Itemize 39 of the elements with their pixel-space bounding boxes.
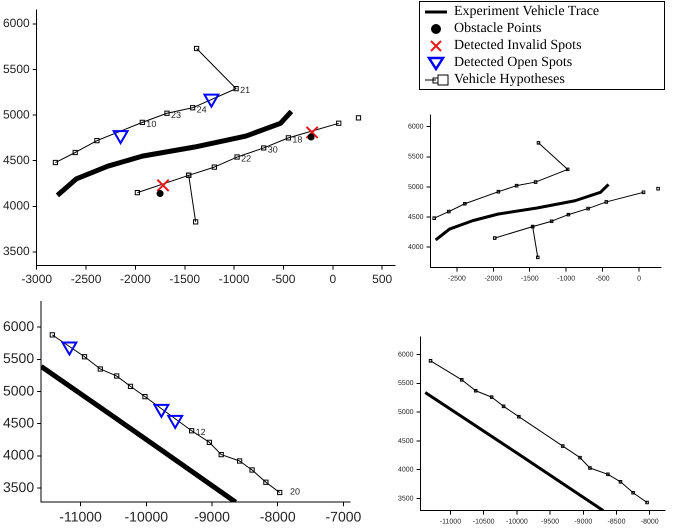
x-tick-label: -3000 (21, 272, 52, 286)
legend-label: Detected Open Spots (454, 54, 572, 71)
x-tick-label: 500 (372, 272, 392, 286)
x-tick-label: -11000 (59, 508, 102, 524)
x-tick-label: -9000 (194, 508, 230, 524)
x-tick-label: -2500 (70, 272, 102, 286)
legend-label: Obstacle Points (454, 20, 542, 37)
annotation: 30 (268, 144, 278, 154)
x-tick-label: -500 (271, 272, 296, 286)
annotation: 24 (196, 104, 207, 114)
y-tick-label: 4500 (2, 414, 34, 431)
y-tick-label: 5000 (2, 107, 30, 122)
annotation: 20 (290, 486, 300, 497)
annotation: 18 (292, 134, 302, 144)
legend-label: Experiment Vehicle Trace (454, 3, 600, 20)
y-tick-label: 3500 (2, 478, 34, 495)
x-tick-label: -1000 (218, 272, 250, 286)
legend-label: Detected Invalid Spots (454, 37, 582, 54)
y-tick-label: 5500 (2, 350, 34, 366)
y-tick-label: 6000 (2, 16, 30, 30)
annotation: 12 (196, 427, 206, 438)
y-tick-label: 4000 (2, 198, 30, 213)
y-tick-label: 6000 (2, 318, 34, 334)
x-tick-label: -2000 (120, 272, 152, 286)
legend-label: Vehicle Hypotheses (454, 71, 565, 88)
x-tick-label: -1500 (169, 272, 200, 286)
annotation: 22 (241, 154, 252, 164)
x-tick-label: -8000 (260, 508, 296, 524)
x-tick-label: -7000 (326, 508, 362, 524)
y-tick-label: 4500 (2, 153, 30, 168)
y-tick-label: 3500 (2, 244, 30, 258)
x-tick-label: -10000 (124, 508, 168, 524)
annotation: 21 (240, 85, 250, 96)
y-tick-label: 5000 (2, 382, 34, 398)
y-tick-label: 4000 (2, 446, 34, 463)
annotation: 10 (146, 118, 156, 129)
annotation: 23 (170, 110, 182, 120)
y-tick-label: 5500 (2, 62, 30, 76)
x-tick-label: 0 (329, 272, 336, 286)
